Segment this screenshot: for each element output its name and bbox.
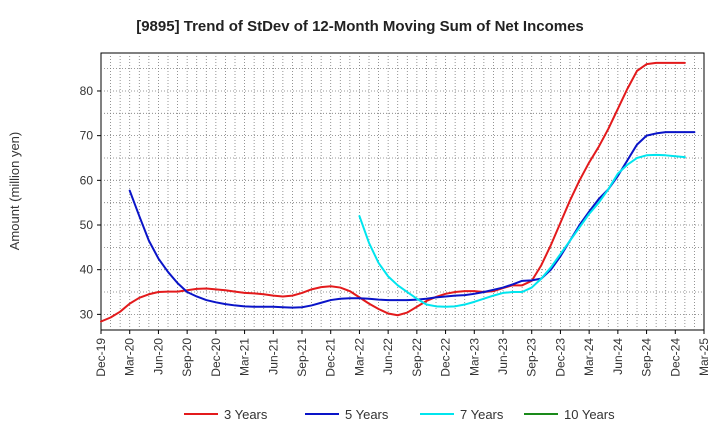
- x-tick-label: Sep-23: [525, 338, 539, 377]
- x-tick-label: Mar-20: [123, 338, 137, 376]
- legend-label: 3 Years: [224, 407, 268, 422]
- x-tick-label: Mar-25: [697, 338, 711, 376]
- series-line-3-years: [100, 61, 686, 323]
- y-tick-label: 60: [80, 173, 94, 187]
- x-tick-label: Sep-20: [180, 338, 194, 377]
- x-tick-label: Jun-23: [496, 338, 510, 375]
- legend: 3 Years 5 Years 7 Years 10 Years: [184, 407, 615, 422]
- x-tick-label: Jun-20: [151, 338, 165, 375]
- legend-label: 10 Years: [564, 407, 615, 422]
- series-lines: [100, 61, 696, 323]
- x-tick-label: Dec-21: [324, 338, 338, 377]
- y-tick-label: 50: [80, 218, 94, 232]
- x-tick-label: Dec-19: [94, 338, 108, 377]
- plot-area: [100, 52, 705, 331]
- x-tick-label: Dec-24: [668, 338, 682, 377]
- x-tick-label: Jun-24: [611, 338, 625, 375]
- x-axis: Dec-19 Mar-20 Jun-20 Sep-20 Dec-20 Mar-21 Jun-…: [94, 330, 711, 377]
- x-tick-label: Dec-23: [553, 338, 567, 377]
- x-tick-label: Mar-23: [467, 338, 481, 376]
- y-tick-label: 70: [80, 129, 94, 143]
- x-tick-label: Sep-21: [295, 338, 309, 377]
- x-tick-label: Mar-24: [582, 338, 596, 376]
- x-tick-label: Dec-22: [439, 338, 453, 377]
- x-tick-label: Sep-22: [410, 338, 424, 377]
- x-tick-label: Jun-21: [266, 338, 280, 375]
- y-axis: 30 40 50 60 70 80: [80, 84, 101, 321]
- y-tick-label: 80: [80, 84, 94, 98]
- series-line-5-years: [128, 131, 696, 309]
- x-tick-label: Jun-22: [381, 338, 395, 375]
- legend-label: 5 Years: [345, 407, 389, 422]
- x-tick-label: Mar-21: [238, 338, 252, 376]
- x-tick-label: Sep-24: [640, 338, 654, 377]
- legend-label: 7 Years: [460, 407, 504, 422]
- series-line-7-years: [358, 153, 686, 308]
- chart-title: [9895] Trend of StDev of 12-Month Moving…: [136, 18, 584, 35]
- x-tick-label: Dec-20: [209, 338, 223, 377]
- y-axis-label: Amount (million yen): [7, 132, 22, 251]
- x-tick-label: Mar-22: [352, 338, 366, 376]
- y-tick-label: 30: [80, 307, 94, 321]
- y-tick-label: 40: [80, 263, 94, 277]
